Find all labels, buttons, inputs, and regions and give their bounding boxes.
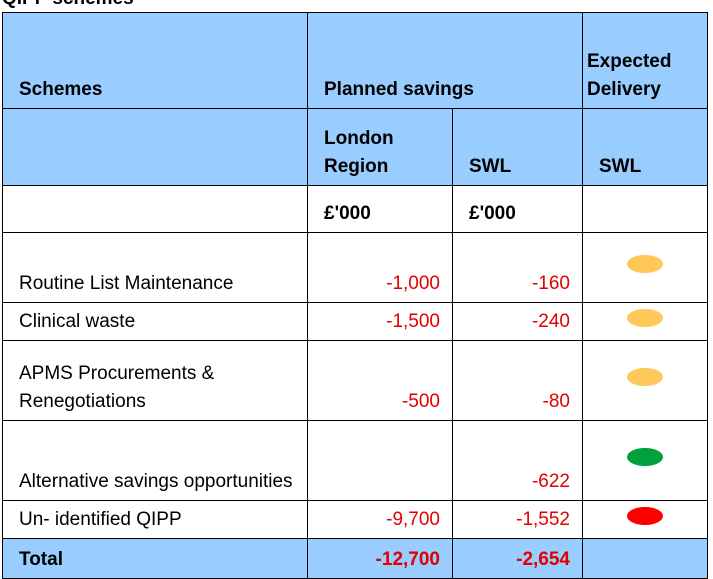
total-row: Total -12,700 -2,654 xyxy=(2,538,708,579)
total-label: Total xyxy=(2,538,308,579)
unit-cell: £'000 xyxy=(452,185,583,233)
header-cell: SWL xyxy=(452,108,583,186)
value-cell: -80 xyxy=(452,340,583,421)
row: Un- identified QIPP -9,700 -1,552 xyxy=(2,500,708,539)
header-cell: Schemes xyxy=(2,12,308,109)
value-cell xyxy=(307,420,453,501)
header-cell xyxy=(2,108,308,186)
header-cell: SWL xyxy=(582,108,708,186)
unit-cell: £'000 xyxy=(307,185,453,233)
rating-dot xyxy=(627,447,663,466)
value-cell: -1,000 xyxy=(307,232,453,303)
total-cell: -2,654 xyxy=(452,538,583,579)
value-cell: -1,500 xyxy=(307,302,453,341)
qipp-table: Schemes Planned savings Expected Deliver… xyxy=(2,12,708,579)
value-cell: -9,700 xyxy=(307,500,453,539)
header-cell: Expected Delivery xyxy=(582,12,708,109)
value-cell: -160 xyxy=(452,232,583,303)
scheme-cell: APMS Procurements & Renegotiations xyxy=(2,340,308,421)
row: Routine List Maintenance -1,000 -160 xyxy=(2,232,708,303)
value-cell: -1,552 xyxy=(452,500,583,539)
rating-dot xyxy=(627,254,663,273)
header-cell: Planned savings xyxy=(307,12,583,109)
header-row: London Region SWL SWL xyxy=(2,108,708,186)
title: QIPP schemes xyxy=(2,0,134,10)
cell xyxy=(2,185,308,233)
row: APMS Procurements & Renegotiations -500 -8… xyxy=(2,340,708,421)
row: Alternative savings opportunities -622 xyxy=(2,420,708,501)
unit-row: £'000 £'000 xyxy=(2,185,708,233)
rating-cell xyxy=(582,232,708,303)
header-cell: London Region xyxy=(307,108,453,186)
cell xyxy=(582,185,708,233)
value-cell: -500 xyxy=(307,340,453,421)
value-cell: -240 xyxy=(452,302,583,341)
scheme-cell: Routine List Maintenance xyxy=(2,232,308,303)
header-row: Schemes Planned savings Expected Deliver… xyxy=(2,12,708,109)
rating-dot xyxy=(627,367,663,386)
row: Clinical waste -1,500 -240 xyxy=(2,302,708,341)
scheme-cell: Un- identified QIPP xyxy=(2,500,308,539)
rating-cell xyxy=(582,500,708,539)
rating-dot xyxy=(627,308,663,327)
rating-cell xyxy=(582,302,708,341)
total-cell: -12,700 xyxy=(307,538,453,579)
rating-dot xyxy=(627,506,663,525)
value-cell: -622 xyxy=(452,420,583,501)
rating-cell xyxy=(582,340,708,421)
rating-cell xyxy=(582,420,708,501)
scheme-cell: Alternative savings opportunities xyxy=(2,420,308,501)
cell xyxy=(582,538,708,579)
scheme-cell: Clinical waste xyxy=(2,302,308,341)
